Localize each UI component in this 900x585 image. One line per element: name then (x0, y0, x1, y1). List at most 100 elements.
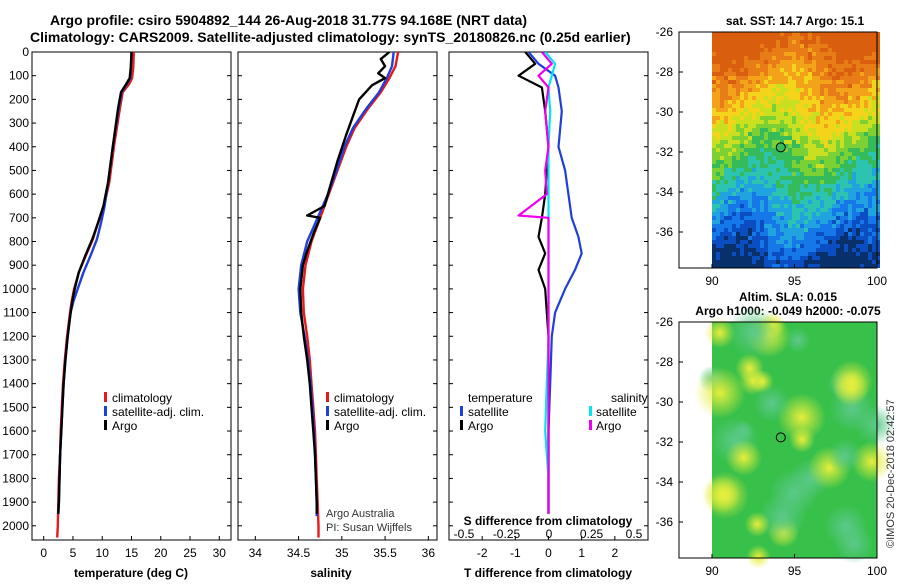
sst-cell (824, 56, 828, 60)
sst-cell (732, 160, 736, 164)
sst-cell (872, 80, 876, 84)
sst-cell (844, 192, 848, 196)
sst-cell (720, 72, 724, 76)
sst-cell (748, 120, 752, 124)
sst-cell (748, 76, 752, 80)
sst-cell (808, 52, 812, 56)
sst-cell (728, 104, 732, 108)
sst-cell (792, 224, 796, 228)
sst-cell (752, 68, 756, 72)
sst-cell (804, 140, 808, 144)
sst-cell (728, 208, 732, 212)
sst-cell (796, 52, 800, 56)
sst-cell (716, 92, 720, 96)
sst-cell (856, 244, 860, 248)
sst-cell (768, 128, 772, 132)
depth-tick-label: 200 (9, 92, 29, 106)
sst-cell (840, 88, 844, 92)
sst-cell (820, 64, 824, 68)
sst-cell (796, 156, 800, 160)
sst-cell (844, 100, 848, 104)
sst-cell (764, 108, 768, 112)
sst-cell (740, 52, 744, 56)
sst-cell (872, 32, 876, 36)
sst-cell (772, 128, 776, 132)
sst-cell (784, 128, 788, 132)
sst-cell (824, 80, 828, 84)
sst-cell (868, 64, 872, 68)
sst-cell (728, 124, 732, 128)
sst-cell (768, 252, 772, 256)
sst-cell (868, 244, 872, 248)
sst-cell (812, 124, 816, 128)
sst-cell (756, 152, 760, 156)
difference-plot (517, 52, 583, 514)
sst-cell (712, 32, 716, 36)
sst-cell (848, 136, 852, 140)
sst-cell (832, 212, 836, 216)
sst-cell (772, 152, 776, 156)
sst-cell (848, 264, 852, 268)
sst-cell (844, 84, 848, 88)
sst-cell (752, 252, 756, 256)
sst-cell (776, 212, 780, 216)
sst-cell (856, 128, 860, 132)
sst-cell (796, 152, 800, 156)
sst-cell (828, 232, 832, 236)
sst-cell (820, 72, 824, 76)
sst-cell (756, 132, 760, 136)
sst-cell (812, 160, 816, 164)
sst-cell (864, 188, 868, 192)
sst-cell (768, 200, 772, 204)
sst-cell (852, 152, 856, 156)
sst-cell (808, 84, 812, 88)
sst-cell (828, 72, 832, 76)
sla-map-axis: 90 95 100-26-28-30-32-34-36 (656, 315, 888, 578)
sst-cell (840, 264, 844, 268)
sst-cell (792, 160, 796, 164)
sst-cell (872, 104, 876, 108)
sst-cell (720, 32, 724, 36)
sst-cell (876, 44, 880, 48)
sst-cell (760, 208, 764, 212)
sst-cell (744, 232, 748, 236)
sst-cell (860, 212, 864, 216)
sst-cell (792, 260, 796, 264)
sst-cell (844, 140, 848, 144)
sst-cell (772, 112, 776, 116)
sst-cell (788, 148, 792, 152)
sst-cell (816, 64, 820, 68)
sst-cell (760, 232, 764, 236)
sst-cell (728, 108, 732, 112)
sst-cell (772, 116, 776, 120)
sst-cell (764, 248, 768, 252)
sst-cell (756, 180, 760, 184)
sst-cell (748, 104, 752, 108)
sst-cell (828, 176, 832, 180)
sst-cell (852, 136, 856, 140)
x-tick-label: 1 (578, 546, 585, 560)
sst-cell (724, 264, 728, 268)
sst-cell (820, 212, 824, 216)
sst-cell (780, 188, 784, 192)
sst-cell (876, 164, 880, 168)
sst-cell (760, 248, 764, 252)
sst-cell (868, 228, 872, 232)
sst-cell (840, 208, 844, 212)
sst-cell (724, 108, 728, 112)
sst-cell (792, 200, 796, 204)
sst-cell (872, 52, 876, 56)
sst-cell (864, 196, 868, 200)
sst-cell (764, 136, 768, 140)
sst-cell (820, 208, 824, 212)
sst-cell (720, 52, 724, 56)
sst-cell (872, 44, 876, 48)
sst-cell (728, 204, 732, 208)
sst-cell (852, 184, 856, 188)
sst-cell (768, 256, 772, 260)
sst-cell (764, 60, 768, 64)
sst-cell (804, 60, 808, 64)
sst-cell (744, 116, 748, 120)
sst-cell (716, 196, 720, 200)
sst-cell (724, 196, 728, 200)
